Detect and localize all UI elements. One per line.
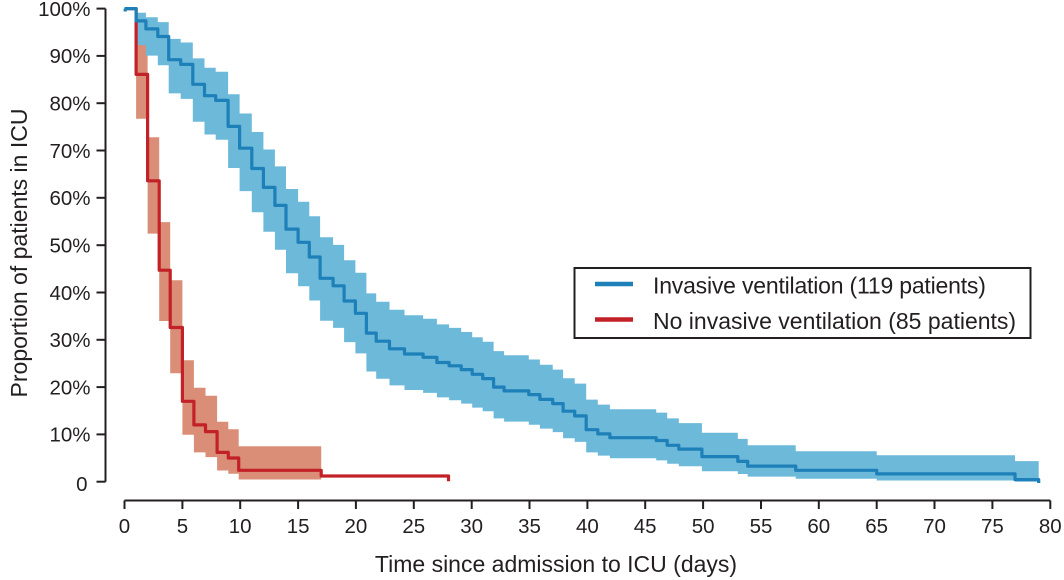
svg-text:50: 50 xyxy=(692,515,715,538)
svg-text:60%: 60% xyxy=(49,187,90,210)
svg-text:55: 55 xyxy=(750,515,773,538)
svg-text:10: 10 xyxy=(229,515,252,538)
svg-text:90%: 90% xyxy=(49,45,90,68)
svg-text:0: 0 xyxy=(76,473,87,496)
svg-text:40%: 40% xyxy=(49,282,90,305)
svg-text:100%: 100% xyxy=(38,0,90,21)
svg-text:Time since admission to ICU (d: Time since admission to ICU (days) xyxy=(375,551,737,577)
svg-text:70: 70 xyxy=(923,515,946,538)
svg-text:70%: 70% xyxy=(49,140,90,163)
svg-text:65: 65 xyxy=(865,515,888,538)
svg-text:Invasive ventilation (119 pati: Invasive ventilation (119 patients) xyxy=(653,273,986,299)
svg-text:25: 25 xyxy=(402,515,425,538)
svg-text:30%: 30% xyxy=(49,329,90,352)
svg-text:30: 30 xyxy=(460,515,483,538)
svg-text:5: 5 xyxy=(177,515,188,538)
svg-text:40: 40 xyxy=(576,515,599,538)
svg-text:15: 15 xyxy=(287,515,310,538)
svg-text:35: 35 xyxy=(518,515,541,538)
svg-text:45: 45 xyxy=(634,515,657,538)
svg-text:75: 75 xyxy=(981,515,1004,538)
svg-text:60: 60 xyxy=(807,515,830,538)
svg-text:20%: 20% xyxy=(49,376,90,399)
svg-text:80: 80 xyxy=(1039,515,1062,538)
svg-text:No invasive ventilation (85 pa: No invasive ventilation (85 patients) xyxy=(653,308,1016,334)
svg-text:Proportion of patients in ICU: Proportion of patients in ICU xyxy=(6,109,32,398)
svg-text:20: 20 xyxy=(344,515,367,538)
svg-text:0: 0 xyxy=(119,515,130,538)
svg-text:10%: 10% xyxy=(49,424,90,447)
svg-text:50%: 50% xyxy=(49,235,90,258)
svg-text:80%: 80% xyxy=(49,93,90,116)
